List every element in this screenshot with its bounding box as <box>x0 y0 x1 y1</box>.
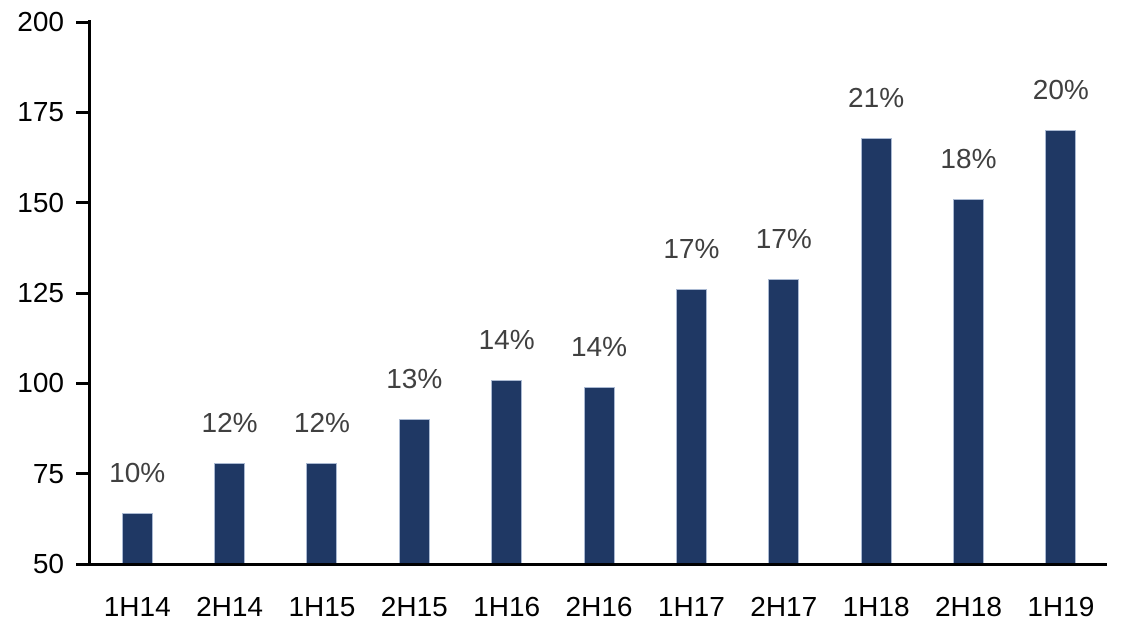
y-tick-mark <box>76 381 91 385</box>
y-tick-mark <box>76 201 91 205</box>
bar-2h18 <box>952 199 984 563</box>
bar-value-label: 12% <box>201 406 258 438</box>
x-category-label: 2H16 <box>565 591 633 622</box>
x-category-label: 2H18 <box>934 591 1002 622</box>
y-tick-label: 125 <box>17 277 64 308</box>
y-tick-label: 75 <box>32 457 64 489</box>
y-tick-mark <box>76 110 91 114</box>
bar-1h16 <box>491 379 523 563</box>
x-axis-line <box>88 563 1107 566</box>
x-category-label: 1H14 <box>103 591 171 622</box>
bar-2h16 <box>583 386 615 563</box>
bar-value-label: 17% <box>663 233 720 265</box>
bar-value-label: 12% <box>293 406 350 438</box>
bar-2h15 <box>398 419 430 563</box>
x-category-label: 1H15 <box>288 591 356 622</box>
x-category-label: 1H17 <box>657 591 725 622</box>
x-category-label: 2H17 <box>750 591 818 622</box>
y-tick-mark <box>76 291 91 295</box>
x-category-label: 2H15 <box>380 591 448 622</box>
bar-value-label: 13% <box>386 363 443 395</box>
bar-value-label: 20% <box>1032 74 1089 106</box>
x-category-label: 1H16 <box>473 591 541 622</box>
bar-1h18 <box>860 137 892 563</box>
x-category-label: 1H19 <box>1027 591 1095 622</box>
bar-value-label: 21% <box>848 81 905 113</box>
bar-value-label: 10% <box>109 457 166 489</box>
bar-2h14 <box>214 462 246 563</box>
y-tick-label: 200 <box>17 6 64 37</box>
bar-value-label: 14% <box>478 323 535 355</box>
x-category-label: 1H18 <box>842 591 910 622</box>
y-tick-mark <box>76 20 91 24</box>
y-tick-label: 50 <box>32 548 64 579</box>
bar-value-label: 18% <box>940 143 997 175</box>
y-tick-label: 150 <box>17 186 64 218</box>
x-category-label: 2H14 <box>196 591 263 622</box>
y-tick-mark <box>76 562 91 566</box>
bar-1h19 <box>1045 130 1077 563</box>
bar-value-label: 14% <box>570 330 628 362</box>
bar-1h17 <box>675 289 707 563</box>
bar-1h14 <box>121 513 153 563</box>
bar-1h15 <box>306 462 338 563</box>
y-tick-mark <box>76 472 91 476</box>
bar-2h17 <box>768 278 800 563</box>
y-tick-label: 100 <box>17 367 64 399</box>
bar-value-label: 17% <box>755 222 812 254</box>
y-tick-label: 175 <box>17 96 64 128</box>
